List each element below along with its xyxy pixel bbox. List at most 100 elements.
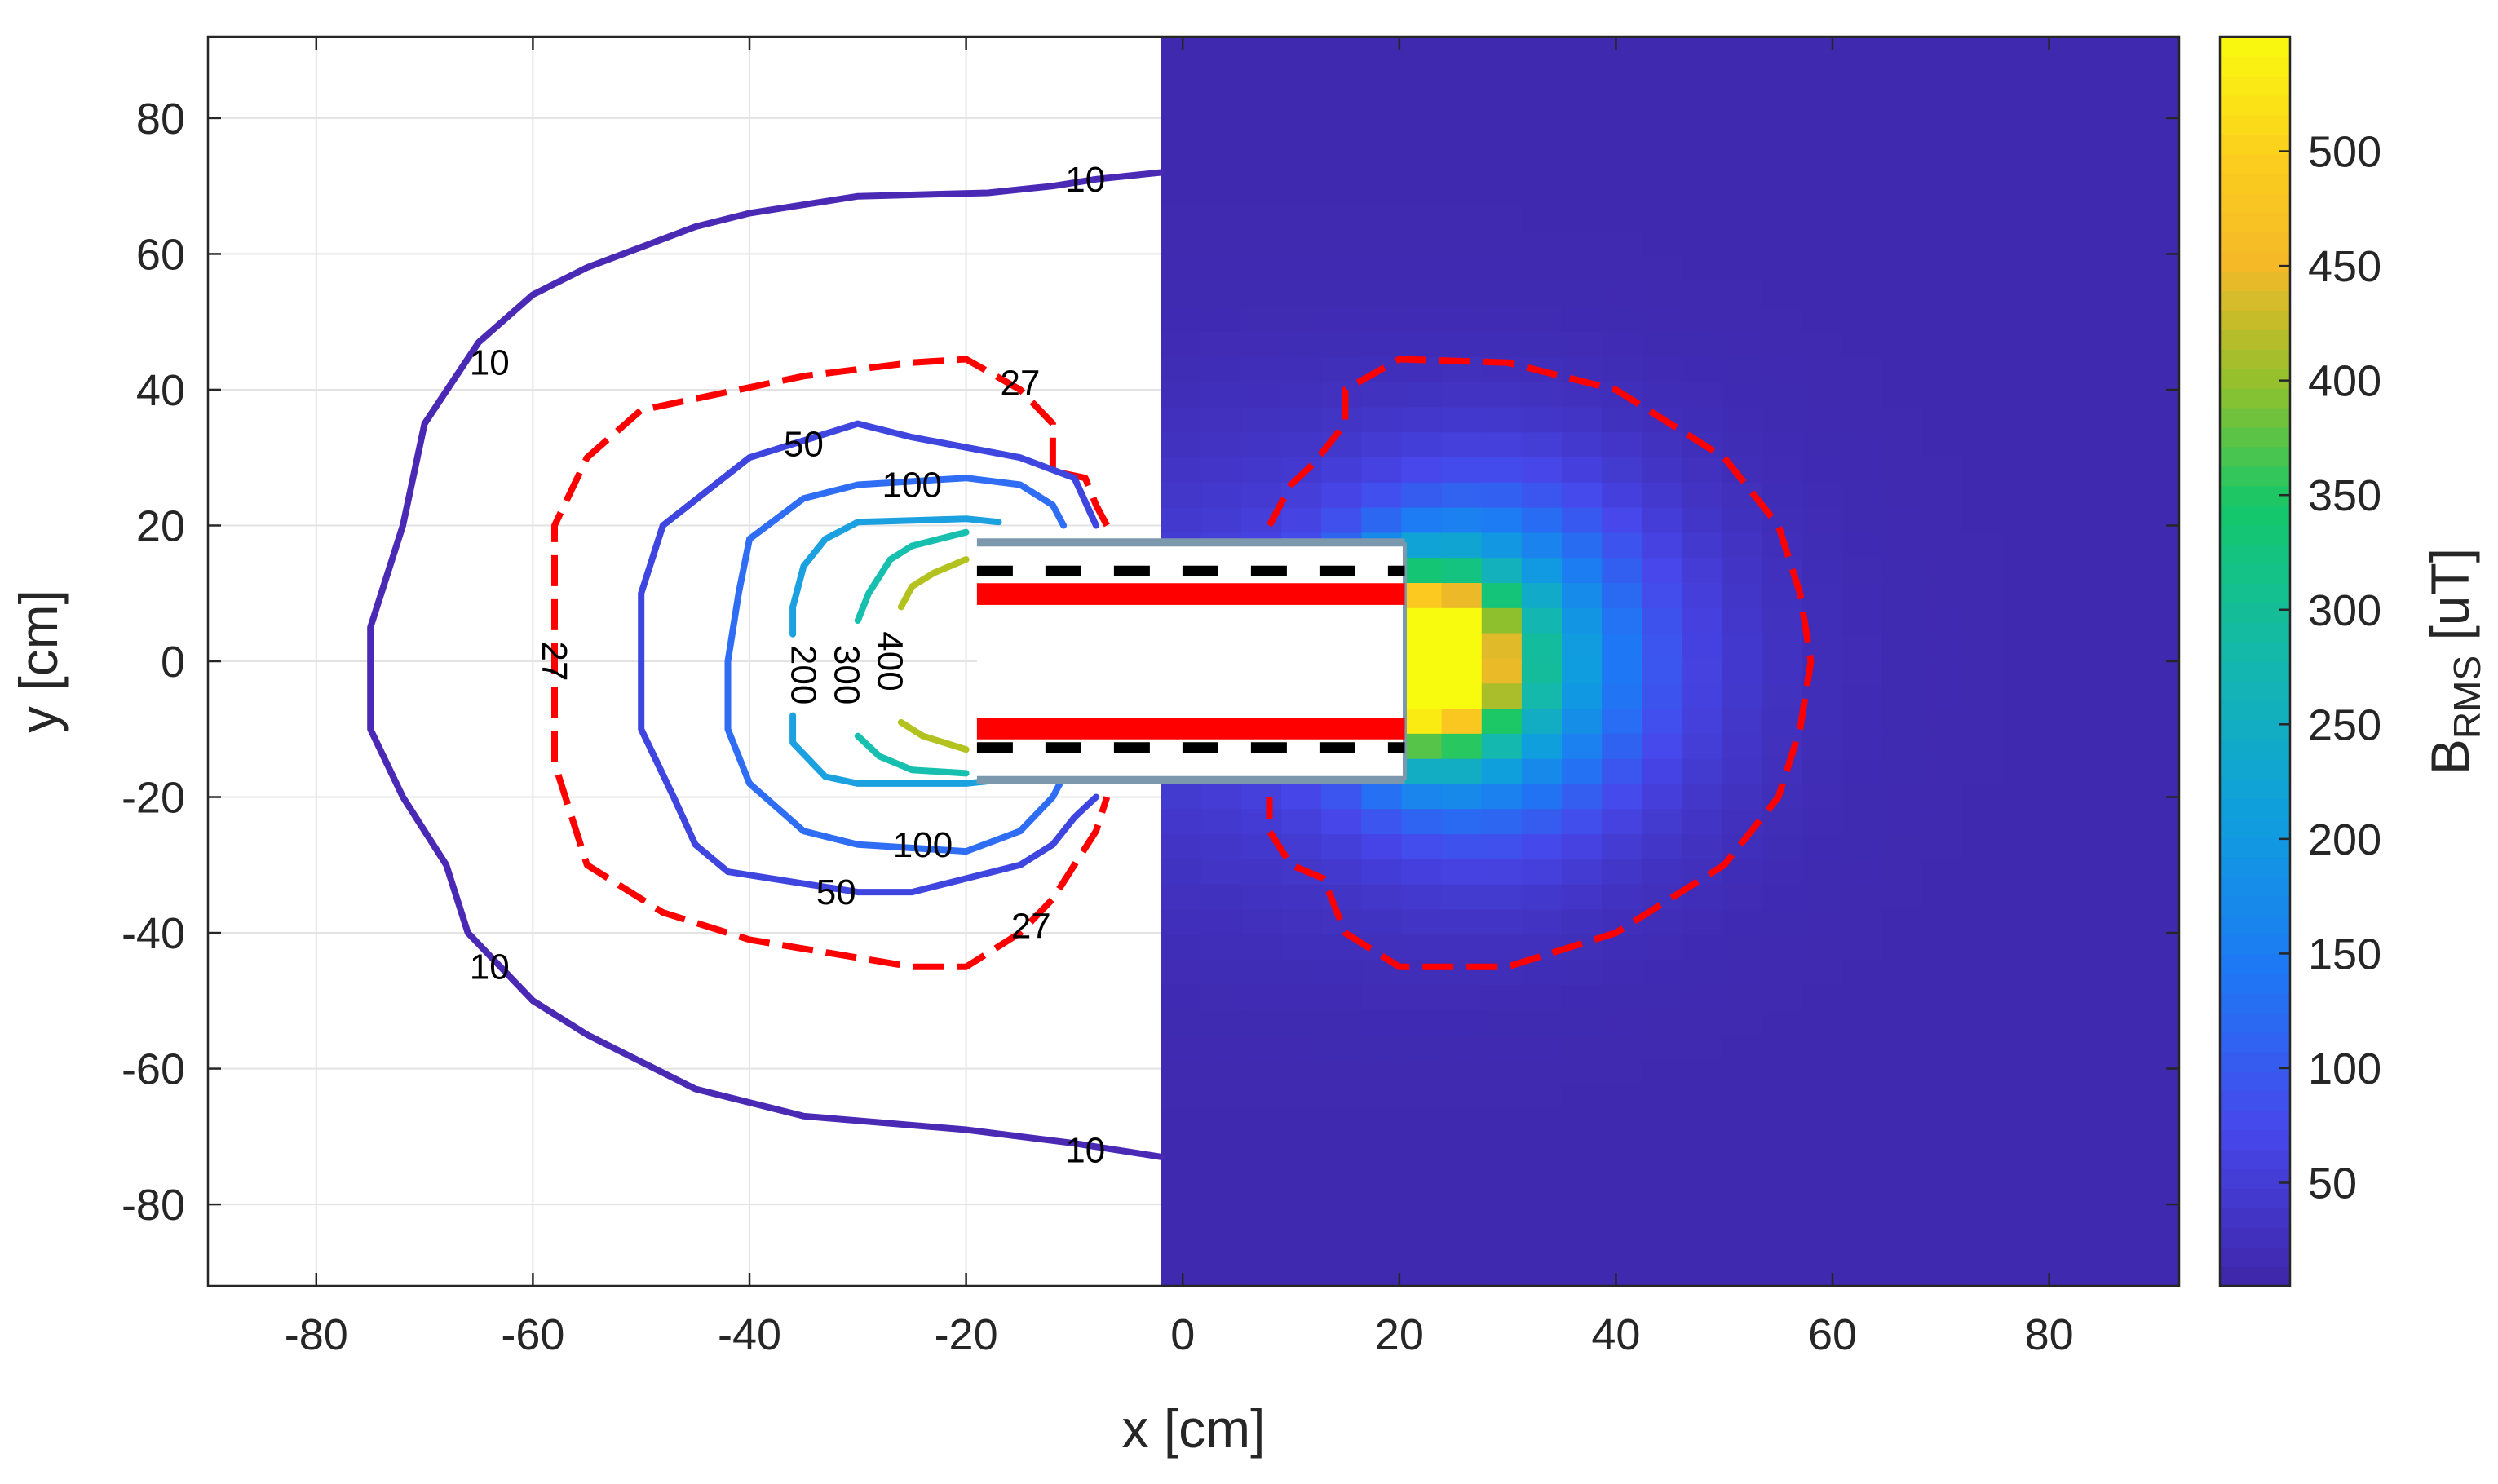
colorbar-segment: [2220, 37, 2290, 57]
heatmap-cell: [1521, 381, 1563, 408]
heatmap-cell: [1562, 984, 1603, 1010]
heatmap-cell: [1922, 682, 1963, 709]
heatmap-cell: [1802, 884, 1843, 910]
heatmap-cell: [1161, 884, 1202, 910]
heatmap-cell: [1722, 1235, 1763, 1261]
heatmap-cell: [1922, 1185, 1963, 1212]
heatmap-cell: [1762, 1159, 1803, 1186]
heatmap-cell: [1841, 205, 1883, 232]
heatmap-cell: [1521, 231, 1563, 257]
heatmap-cell: [1962, 1059, 2004, 1086]
heatmap-cell: [1802, 431, 1843, 457]
heatmap-cell: [2082, 431, 2124, 457]
colorbar-segment: [2220, 55, 2290, 77]
heatmap-cell: [1682, 833, 1723, 859]
heatmap-cell: [1441, 1059, 1483, 1086]
heatmap-cell: [1240, 1235, 1282, 1261]
heatmap-cell: [1722, 180, 1763, 206]
heatmap-cell: [1962, 356, 2004, 382]
heatmap-cell: [1962, 1261, 2004, 1287]
heatmap-cell: [1521, 80, 1563, 106]
x-axis-title: x [cm]: [1122, 1398, 1266, 1459]
heatmap-cell: [1762, 331, 1803, 357]
heatmap-cell: [1922, 1235, 1963, 1261]
heatmap-cell: [1922, 55, 1963, 81]
heatmap-cell: [2002, 356, 2044, 382]
heatmap-cell: [1361, 506, 1403, 533]
heatmap-cell: [1642, 130, 1683, 157]
heatmap-cell: [1481, 708, 1523, 734]
heatmap-cell: [1562, 1159, 1603, 1186]
heatmap-cell: [1642, 155, 1683, 182]
heatmap-cell: [1481, 1235, 1523, 1261]
heatmap-cell: [1802, 984, 1843, 1010]
colorbar-segment: [2220, 1090, 2290, 1111]
heatmap-cell: [1682, 180, 1723, 206]
heatmap-cell: [1682, 657, 1723, 684]
heatmap-cell: [1922, 180, 1963, 206]
y-tick-label: 40: [136, 366, 185, 415]
heatmap-cell: [1962, 130, 2004, 157]
heatmap-cell: [1361, 37, 1403, 56]
heatmap-cell: [1161, 1009, 1202, 1036]
heatmap-cell: [1762, 406, 1803, 433]
heatmap-cell: [2082, 984, 2124, 1010]
heatmap-cell: [1802, 758, 1843, 784]
heatmap-cell: [1161, 808, 1202, 835]
heatmap-cell: [1722, 80, 1763, 106]
colorbar-tick-label: 250: [2308, 700, 2381, 749]
heatmap-cell: [2042, 180, 2084, 206]
colorbar-segment: [2220, 563, 2290, 585]
heatmap-cell: [1521, 55, 1563, 81]
heatmap-cell: [1962, 331, 2004, 357]
heatmap-cell: [1481, 130, 1523, 157]
heatmap-cell: [1802, 180, 1843, 206]
colorbar: 50 100 150 200 250 300 350 400 450 500: [2218, 35, 2381, 1287]
heatmap-cell: [1281, 1159, 1322, 1186]
heatmap-cell: [1602, 406, 1642, 433]
colorbar-tick-label: 100: [2308, 1045, 2381, 1093]
heatmap-cell: [1802, 105, 1843, 131]
heatmap-cell: [2082, 331, 2124, 357]
heatmap-cell: [1281, 280, 1322, 307]
heatmap-cell: [1441, 280, 1483, 307]
heatmap-cell: [1962, 984, 2004, 1010]
heatmap-cell: [2002, 1009, 2044, 1036]
heatmap-cell: [1841, 633, 1883, 659]
heatmap-cell: [1401, 959, 1443, 985]
heatmap-cell: [1521, 708, 1563, 734]
heatmap-cell: [2122, 406, 2164, 433]
colorbar-segment: [2220, 739, 2290, 760]
heatmap-cell: [1401, 280, 1443, 307]
heatmap-cell: [2082, 406, 2124, 433]
heatmap-cell: [1521, 657, 1563, 684]
heatmap-cell: [1642, 482, 1683, 508]
heatmap-cell: [2082, 859, 2124, 885]
heatmap-cell: [1401, 506, 1443, 533]
heatmap-cell: [1361, 1159, 1403, 1186]
colorbar-segment: [2220, 876, 2290, 897]
x-tick-label: 80: [2025, 1310, 2074, 1359]
heatmap-cell: [1481, 808, 1523, 835]
heatmap-cell: [1841, 280, 1883, 307]
heatmap-cell: [2082, 607, 2124, 634]
heatmap-cell: [1962, 1210, 2004, 1236]
heatmap-cell: [1321, 457, 1362, 483]
heatmap-cell: [1240, 431, 1282, 457]
heatmap-cell: [2163, 482, 2180, 508]
heatmap-cell: [2082, 457, 2124, 483]
heatmap-cell: [1481, 155, 1523, 182]
colorbar-tick-label: 150: [2308, 930, 2381, 978]
heatmap-cell: [1962, 657, 2004, 684]
heatmap-cell: [1602, 55, 1642, 81]
heatmap-cell: [1762, 682, 1803, 709]
heatmap-cell: [1682, 733, 1723, 759]
contour-label-27: 27: [534, 642, 574, 682]
heatmap-cell: [2163, 1034, 2180, 1061]
heatmap-cell: [1481, 406, 1523, 433]
heatmap-cell: [2002, 959, 2044, 985]
heatmap-cell: [1361, 331, 1403, 357]
heatmap-cell: [1882, 1009, 1923, 1036]
heatmap-cell: [1240, 80, 1282, 106]
heatmap-cell: [1401, 130, 1443, 157]
